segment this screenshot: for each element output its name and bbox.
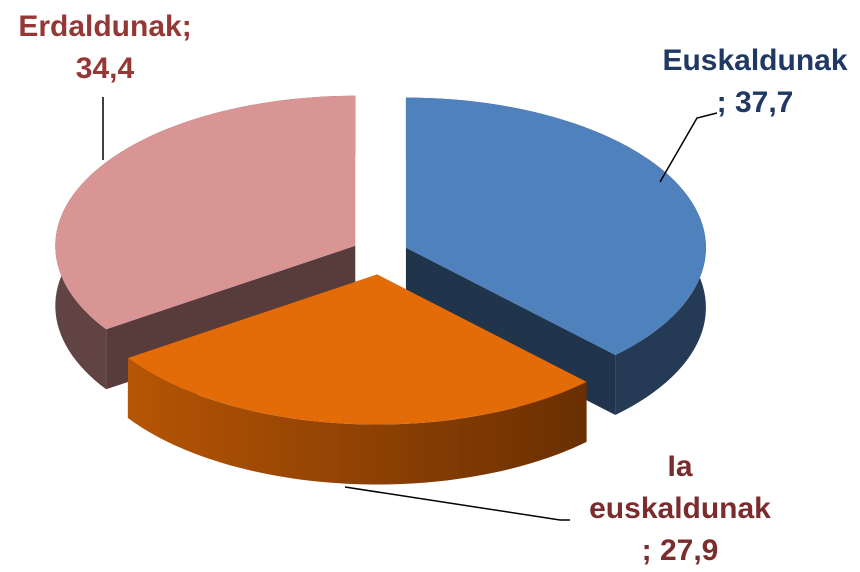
slice bbox=[127, 274, 587, 425]
label-separator: ; bbox=[641, 534, 652, 567]
slice bbox=[405, 97, 706, 356]
leader-line bbox=[659, 112, 718, 183]
data-label: Ia euskaldunak ; 27,9 bbox=[565, 446, 795, 572]
label-separator: ; bbox=[181, 10, 192, 43]
data-label: Euskaldunak ; 37,7 bbox=[650, 40, 860, 124]
slice bbox=[55, 95, 356, 330]
leader-line bbox=[344, 486, 570, 521]
label-value: 34,4 bbox=[75, 52, 135, 85]
label-name: Euskaldunak bbox=[662, 44, 848, 77]
label-value: 27,9 bbox=[659, 534, 719, 567]
label-separator: ; bbox=[716, 86, 727, 119]
pie bbox=[55, 95, 706, 485]
label-value: 37,7 bbox=[734, 86, 794, 119]
label-name: Erdaldunak bbox=[18, 10, 182, 43]
label-name: Ia euskaldunak bbox=[589, 450, 771, 525]
slice-wall bbox=[127, 358, 587, 485]
data-label: Erdaldunak; 34,4 bbox=[0, 6, 210, 90]
